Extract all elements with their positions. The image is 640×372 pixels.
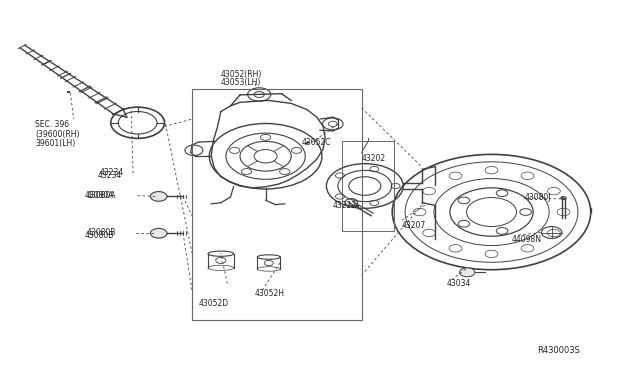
Circle shape	[460, 268, 475, 277]
Bar	[192, 89, 362, 320]
Text: 43234: 43234	[99, 169, 124, 177]
Text: 43052D: 43052D	[198, 299, 228, 308]
Text: SEC. 396: SEC. 396	[35, 120, 69, 129]
Text: 43034: 43034	[447, 279, 471, 288]
Text: 43053(LH): 43053(LH)	[221, 78, 261, 87]
Text: 43202: 43202	[362, 154, 386, 163]
Text: 44098N: 44098N	[512, 235, 542, 244]
Text: 39601(LH): 39601(LH)	[35, 139, 76, 148]
Text: 43052C: 43052C	[302, 138, 332, 147]
Text: 43080A: 43080A	[86, 191, 116, 200]
Text: 43052(RH): 43052(RH)	[221, 70, 262, 79]
Text: 43080B: 43080B	[85, 231, 115, 240]
Text: 43222: 43222	[333, 201, 357, 210]
Text: (39600(RH): (39600(RH)	[35, 130, 80, 139]
Circle shape	[150, 192, 167, 201]
Text: R430003S: R430003S	[538, 346, 580, 355]
Text: 43234: 43234	[98, 171, 122, 180]
Text: 43207: 43207	[402, 221, 426, 230]
Circle shape	[150, 228, 167, 238]
Text: 43080A: 43080A	[85, 191, 115, 200]
Text: 43080J: 43080J	[525, 193, 551, 202]
Text: 43080B: 43080B	[86, 228, 116, 237]
Text: 43052H: 43052H	[255, 289, 285, 298]
Bar	[342, 141, 394, 231]
